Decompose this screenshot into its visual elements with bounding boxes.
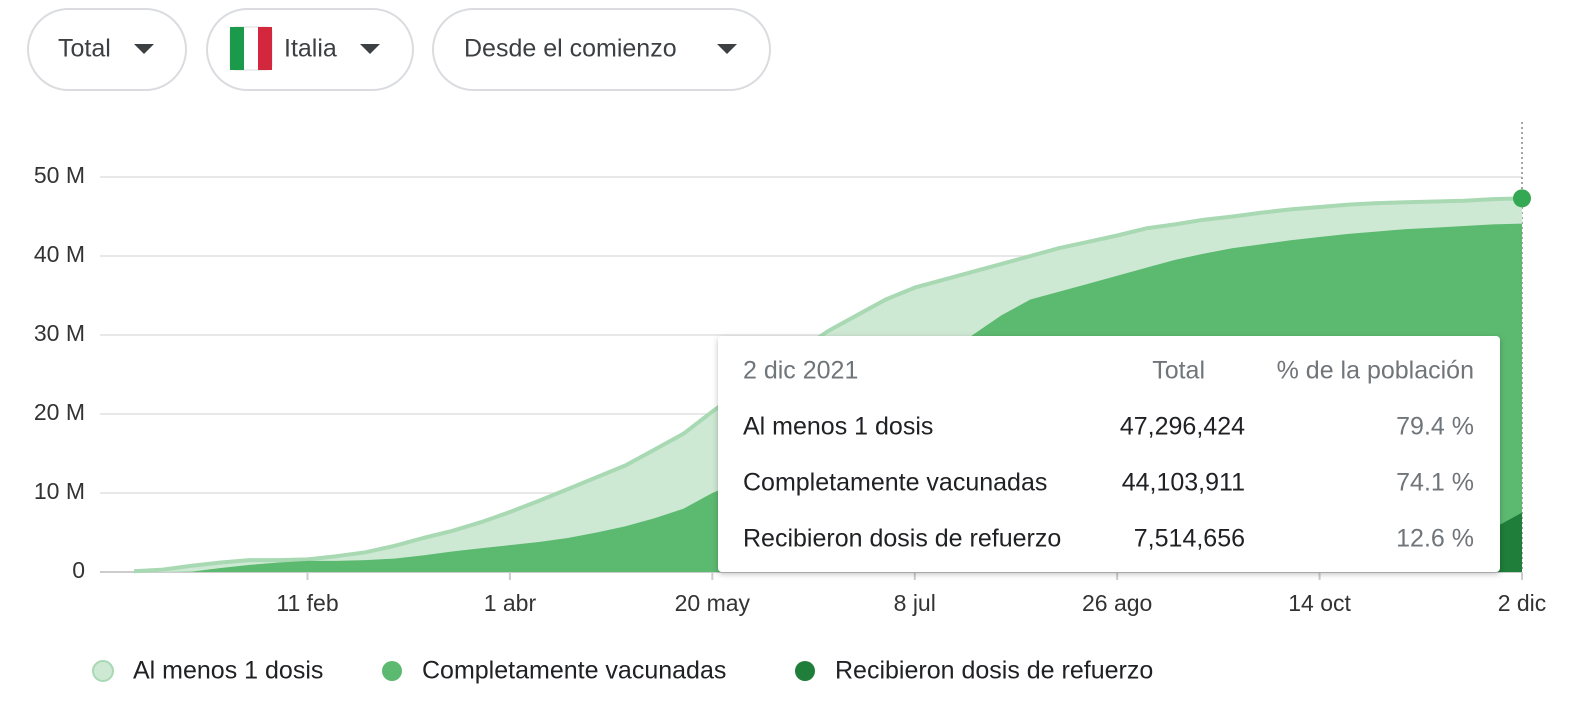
- filter-button[interactable]: [432, 8, 771, 91]
- legend-swatch: [795, 661, 815, 681]
- dropdown-arrow: [717, 44, 737, 54]
- tooltip-header: Total: [1152, 357, 1205, 385]
- tooltip-header: % de la población: [1277, 357, 1474, 385]
- legend-swatch: [382, 661, 402, 681]
- tooltip-series: Recibieron dosis de refuerzo: [743, 525, 1061, 553]
- x-tick-label: 1 abr: [484, 590, 537, 616]
- x-tick-label: 14 oct: [1288, 590, 1351, 616]
- legend-label: Recibieron dosis de refuerzo: [835, 657, 1153, 685]
- dropdown-arrow: [360, 44, 380, 54]
- filter-label: Total: [58, 35, 111, 63]
- area-edge: [133, 196, 1523, 574]
- filter-button[interactable]: [27, 8, 187, 91]
- y-tick-label: 30 M: [34, 320, 85, 346]
- filter-bar: Total Italia Desde el comienzo: [27, 8, 771, 91]
- tooltip-percent: 12.6 %: [1396, 525, 1474, 553]
- tooltip-percent: 74.1 %: [1396, 469, 1474, 497]
- tooltip-date: 2 dic 2021: [743, 357, 858, 385]
- dropdown-arrow: [134, 44, 154, 54]
- filter-label: Italia: [284, 35, 337, 63]
- x-tick-label: 20 may: [675, 590, 751, 616]
- x-tick-label: 11 feb: [276, 590, 338, 616]
- y-tick-label: 50 M: [34, 162, 85, 188]
- axes: 0 10 M 20 M 30 M 40 M 50 M 11 feb 1 abr 20 may 8 …: [34, 162, 1546, 616]
- legend-label: Completamente vacunadas: [422, 657, 726, 685]
- tooltip-series: Completamente vacunadas: [743, 469, 1047, 497]
- tooltip-box: [718, 336, 1500, 572]
- tooltip-total: 44,103,911: [1122, 469, 1245, 497]
- y-tick-label: 20 M: [34, 399, 85, 425]
- tooltip-total: 7,514,656: [1134, 525, 1245, 553]
- y-tick-label: 0: [72, 557, 85, 583]
- y-tick-label: 10 M: [34, 478, 85, 504]
- flag-icon: [229, 26, 273, 71]
- legend: Al menos 1 dosis Completamente vacunadas R…: [92, 657, 1153, 685]
- x-tick-label: 8 jul: [894, 590, 936, 616]
- legend-swatch: [92, 660, 114, 682]
- legend-label: Al menos 1 dosis: [133, 657, 323, 685]
- tooltip-series: Al menos 1 dosis: [743, 413, 933, 441]
- hover-dot: [1513, 189, 1531, 208]
- x-tick-label: 2 dic: [1498, 590, 1547, 616]
- tooltip-percent: 79.4 %: [1396, 413, 1474, 441]
- tooltip-total: 47,296,424: [1120, 413, 1245, 441]
- y-tick-label: 40 M: [34, 241, 85, 267]
- filter-label: Desde el comienzo: [464, 35, 677, 63]
- x-tick-label: 26 ago: [1082, 590, 1152, 616]
- tooltip: 2 dic 2021 Total % de la población Al menos…: [718, 336, 1500, 572]
